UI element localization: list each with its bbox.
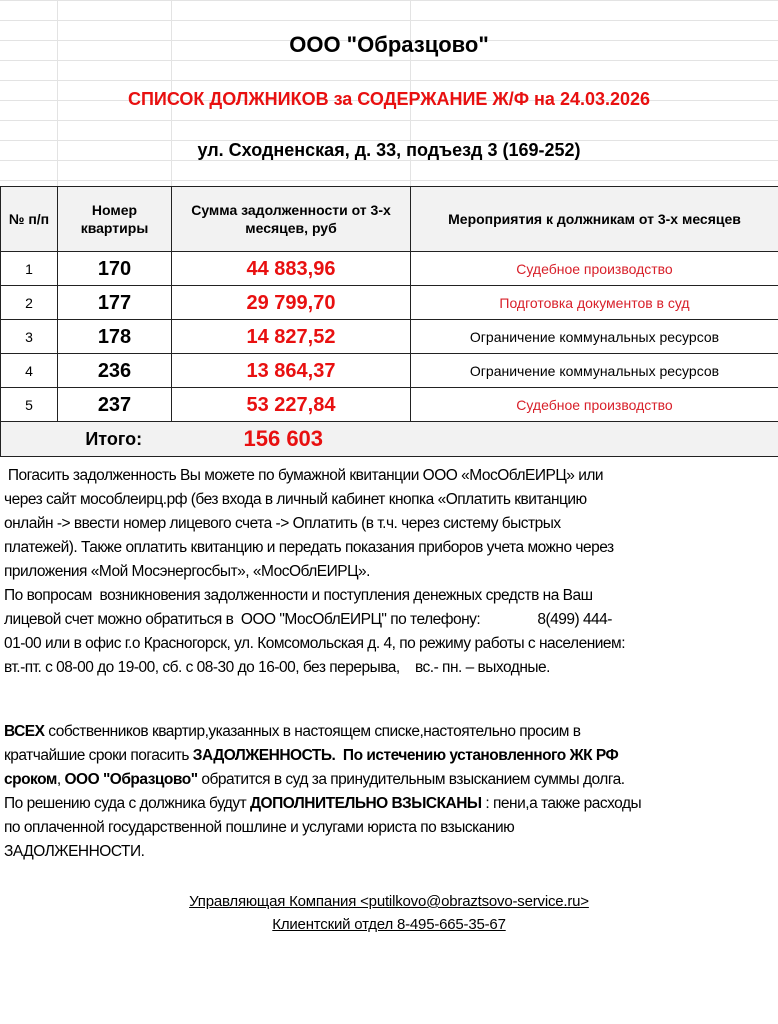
notice-bold: ООО "Образцово" [64,771,198,788]
debt-amount: 29 799,70 [171,285,411,320]
debt-notice: ВСЕХ собственников квартир,указанных в н… [4,720,774,864]
notice-bold: ВСЕХ [4,723,45,740]
notice-bold: ДОПОЛНИТЕЛЬНО ВЗЫСКАНЫ [250,795,482,812]
debt-amount: 44 883,96 [171,251,411,286]
apartment-number: 170 [57,251,172,286]
info-line: По вопросам возникновения задолженности … [4,587,593,604]
footer: Управляющая Компания <putilkovo@obraztso… [4,890,774,936]
table-row: 5 237 53 227,84 Судебное производство [0,387,778,422]
total-value: 156 603 [171,421,411,457]
table-row: 2 177 29 799,70 Подготовка документов в … [0,285,778,320]
info-line: вт.-пт. с 08-00 до 19-00, сб. с 08-30 до… [4,659,550,676]
grid-line [57,0,58,186]
notice-bold: сроком [4,771,57,788]
info-line: приложения «Мой Мосэнергосбыт», «МосОблЕ… [4,563,370,580]
debtors-table: № п/п Номер квартиры Сумма задолженности… [0,186,778,457]
debt-action: Судебное производство [410,251,778,286]
row-number: 4 [0,353,58,388]
col-header-action: Мероприятия к должникам от 3-х месяцев [410,186,778,252]
debt-action: Ограничение коммунальных ресурсов [410,319,778,354]
info-line: Погасить задолженность Вы можете по бума… [4,467,604,484]
management-company-email[interactable]: Управляющая Компания <putilkovo@obraztso… [189,893,589,910]
row-number: 3 [0,319,58,354]
apartment-number: 236 [57,353,172,388]
debt-amount: 53 227,84 [171,387,411,422]
apartment-number: 237 [57,387,172,422]
table-header-row: № п/п Номер квартиры Сумма задолженности… [0,186,778,252]
grid-line [410,0,411,186]
info-line: 01-00 или в офис г.о Красногорск, ул. Ко… [4,635,626,652]
apartment-number: 178 [57,319,172,354]
client-department-phone[interactable]: Клиентский отдел 8-495-665-35-67 [272,916,506,933]
notice-bold: ЗАДОЛЖЕННОСТЬ. По истечению установленно… [192,747,619,764]
notice-text: ЗАДОЛЖЕННОСТИ. [4,843,145,860]
table-row: 1 170 44 883,96 Судебное производство [0,251,778,286]
payment-info: Погасить задолженность Вы можете по бума… [4,464,774,680]
notice-text: по оплаченной государственной пошлине и … [4,819,515,836]
debt-amount: 13 864,37 [171,353,411,388]
col-header-number: № п/п [0,186,58,252]
lower-text: Погасить задолженность Вы можете по бума… [4,464,774,936]
address: ул. Сходненская, д. 33, подъезд 3 (169-2… [197,140,581,160]
notice-text: обратится в суд за принудительным взыска… [197,771,625,788]
debt-amount: 14 827,52 [171,319,411,354]
debtors-list-title: СПИСОК ДОЛЖНИКОВ за СОДЕРЖАНИЕ Ж/Ф на 24… [127,89,651,109]
info-line: лицевой счет можно обратиться в ООО "Мос… [4,611,612,628]
notice-text: : пени,а также расходы [481,795,642,812]
table-row: 4 236 13 864,37 Ограничение коммунальных… [0,353,778,388]
col-header-apartment: Номер квартиры [57,186,172,252]
total-row: Итого: 156 603 [0,421,778,457]
table-row: 3 178 14 827,52 Ограничение коммунальных… [0,319,778,354]
row-number: 5 [0,387,58,422]
debt-action: Ограничение коммунальных ресурсов [410,353,778,388]
grid-line [171,0,172,186]
col-header-amount: Сумма задолженности от 3-х месяцев, руб [171,186,411,252]
total-label: Итого: [0,421,172,457]
debt-action: Судебное производство [410,387,778,422]
notice-text: собственников квартир,указанных в настоя… [44,723,581,740]
info-line: платежей). Также оплатить квитанцию и пе… [4,539,614,556]
debt-action: Подготовка документов в суд [410,285,778,320]
info-line: онлайн -> ввести номер лицевого счета ->… [4,515,561,532]
notice-text: По решению суда с должника будут [4,795,251,812]
row-number: 1 [0,251,58,286]
apartment-number: 177 [57,285,172,320]
row-number: 2 [0,285,58,320]
sheet-grid [0,0,778,186]
total-empty [410,421,778,457]
notice-text: кратчайшие сроки погасить [4,747,193,764]
company-title: ООО "Образцово" [289,32,489,57]
info-line: через сайт мособлеирц.рф (без входа в ли… [4,491,587,508]
notice-text: , [56,771,65,788]
